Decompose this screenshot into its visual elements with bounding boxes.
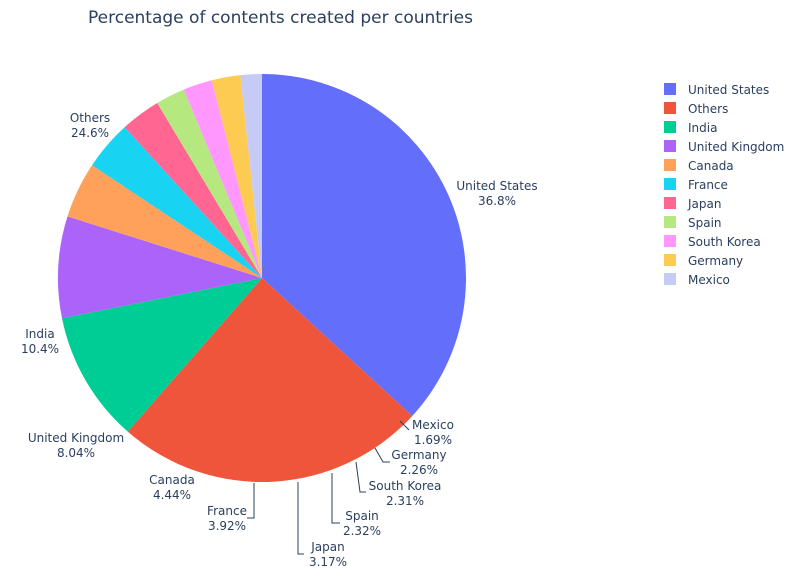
legend-label-others: Others <box>688 102 728 116</box>
legend-item-france[interactable]: France <box>664 178 728 192</box>
pie-slice-mexico[interactable] <box>240 74 262 278</box>
legend-label-spain: Spain <box>688 216 722 230</box>
slice-label-canada: Canada <box>149 473 195 487</box>
legend-item-south-korea[interactable]: South Korea <box>664 235 761 249</box>
legend-swatch-mexico <box>664 273 676 285</box>
legend-swatch-spain <box>664 216 676 228</box>
legend-item-united-states[interactable]: United States <box>664 83 769 97</box>
legend-item-canada[interactable]: Canada <box>664 159 734 173</box>
slice-label-united-states: United States <box>456 179 537 193</box>
pie-slice-japan[interactable] <box>124 102 262 279</box>
legend-item-india[interactable]: India <box>664 121 717 135</box>
legend-label-india: India <box>688 121 717 135</box>
pie-slice-germany[interactable] <box>211 75 262 278</box>
legend-label-south-korea: South Korea <box>688 235 761 249</box>
slice-label-others: Others <box>70 111 110 125</box>
legend-item-united-kingdom[interactable]: United Kingdom <box>664 140 784 154</box>
legend-label-japan: Japan <box>687 197 721 211</box>
slice-label-united-kingdom: United Kingdom <box>28 431 124 445</box>
leader-line-germany <box>374 447 390 463</box>
slice-percent-united-states: 36.8% <box>478 194 516 208</box>
legend-label-united-kingdom: United Kingdom <box>688 140 784 154</box>
slice-percent-others: 24.6% <box>71 126 109 140</box>
leader-line-france <box>247 483 255 519</box>
leader-line-mexico <box>399 420 410 431</box>
leader-line-south-korea <box>355 461 366 493</box>
slice-percent-germany: 2.26% <box>400 463 438 477</box>
legend-label-mexico: Mexico <box>688 273 730 287</box>
legend-item-spain[interactable]: Spain <box>664 216 722 230</box>
slice-label-south-korea: South Korea <box>369 479 442 493</box>
legend: United States Others India United Kingdom Ca… <box>664 83 784 287</box>
slice-label-india: India <box>25 327 54 341</box>
chart-title: Percentage of contents created per count… <box>88 8 473 28</box>
legend-item-others[interactable]: Others <box>664 102 728 116</box>
slice-label-japan: Japan <box>310 540 344 554</box>
pie-slice-canada[interactable] <box>67 165 262 278</box>
legend-swatch-japan <box>664 197 676 209</box>
slice-percent-france: 3.92% <box>208 519 246 533</box>
leader-line-japan <box>297 482 304 555</box>
legend-item-japan[interactable]: Japan <box>664 197 721 211</box>
leader-line-spain <box>331 473 340 524</box>
legend-swatch-others <box>664 102 676 114</box>
slice-percent-spain: 2.32% <box>343 524 381 538</box>
legend-swatch-united-kingdom <box>664 140 676 152</box>
slice-label-spain: Spain <box>345 509 379 523</box>
legend-swatch-canada <box>664 159 676 171</box>
legend-swatch-india <box>664 121 676 133</box>
pie-slice-india[interactable] <box>62 278 263 432</box>
slice-percent-mexico: 1.69% <box>414 433 452 447</box>
legend-label-canada: Canada <box>688 159 734 173</box>
pie-slice-spain[interactable] <box>157 89 262 278</box>
legend-label-france: France <box>688 178 728 192</box>
pie-slice-others[interactable] <box>127 278 413 482</box>
pie-slice-south-korea[interactable] <box>183 80 262 278</box>
slice-label-germany: Germany <box>391 448 446 462</box>
slice-label-france: France <box>207 504 247 518</box>
legend-swatch-germany <box>664 254 676 266</box>
legend-swatch-united-states <box>664 83 676 95</box>
slice-label-mexico: Mexico <box>412 418 454 432</box>
slice-percent-japan: 3.17% <box>309 555 347 569</box>
legend-label-united-states: United States <box>688 83 769 97</box>
slice-percent-united-kingdom: 8.04% <box>57 446 95 460</box>
slice-percent-india: 10.4% <box>21 342 59 356</box>
legend-item-mexico[interactable]: Mexico <box>664 273 730 287</box>
pie-slice-united-kingdom[interactable] <box>58 216 263 319</box>
slice-percent-canada: 4.44% <box>153 488 191 502</box>
pie-slice-france[interactable] <box>92 127 263 278</box>
slices-layer <box>58 74 467 482</box>
pie-slice-united-states[interactable] <box>262 74 467 416</box>
legend-swatch-france <box>664 178 676 190</box>
legend-label-germany: Germany <box>688 254 743 268</box>
legend-swatch-south-korea <box>664 235 676 247</box>
legend-item-germany[interactable]: Germany <box>664 254 743 268</box>
slice-percent-south-korea: 2.31% <box>386 494 424 508</box>
